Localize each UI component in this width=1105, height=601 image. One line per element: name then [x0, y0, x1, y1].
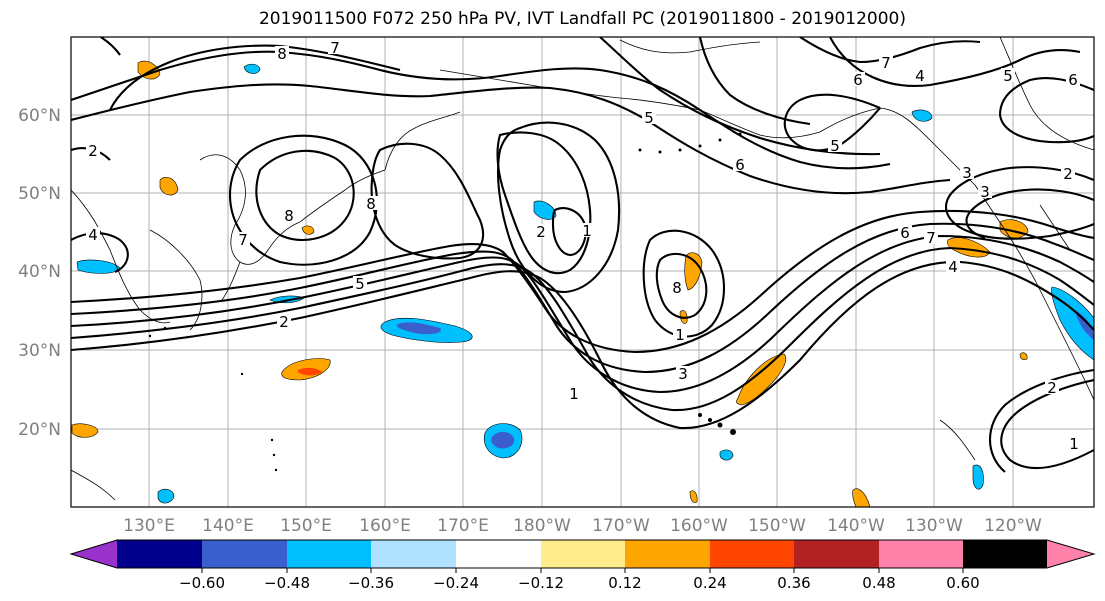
map-frame — [70, 36, 1095, 508]
lon-label: 170°E — [437, 516, 489, 536]
map-title: 2019011500 F072 250 hPa PV, IVT Landfall… — [258, 9, 906, 29]
pv-anomaly-fills — [71, 60, 1094, 507]
lon-label: 150°W — [748, 516, 806, 536]
contour-label: 6 — [900, 224, 910, 242]
contour-label: 5 — [1003, 67, 1013, 85]
colorbar-tick-label: 0.48 — [862, 574, 895, 592]
colorbar-tick-label: 0.12 — [608, 574, 641, 592]
contour-labels: 8 7 7 6 6 5 5 8 8 7 4 5 2 2 1 2 1 8 3 1 … — [86, 39, 1081, 453]
contour-label: 5 — [644, 109, 654, 127]
contour-label: 8 — [277, 45, 287, 63]
lon-label: 170°W — [592, 516, 650, 536]
lon-label: 160°E — [359, 516, 411, 536]
colorbar-tick-label: 0.24 — [693, 574, 726, 592]
contour-label: 1 — [582, 222, 592, 240]
colorbar-segment — [625, 540, 710, 568]
colorbar-segment — [117, 540, 202, 568]
contour-label: 3 — [980, 183, 990, 201]
colorbar-tick-label: −0.36 — [348, 574, 394, 592]
contour-label: 1 — [569, 385, 579, 403]
colorbar-tick-label: −0.60 — [179, 574, 225, 592]
colorbar-tick-label: −0.24 — [433, 574, 479, 592]
contour-label: 2 — [1063, 165, 1073, 183]
longitude-labels: 130°E 140°E 150°E 160°E 170°E 180°W 170°… — [123, 516, 1042, 536]
contour-label: 4 — [948, 258, 958, 276]
contour-label: 2 — [279, 313, 289, 331]
contour-label: 8 — [284, 207, 294, 225]
lat-label: 30°N — [18, 341, 61, 361]
contour-label: 8 — [366, 195, 376, 213]
contour-label: 1 — [1069, 435, 1079, 453]
colorbar-tick-label: −0.12 — [518, 574, 564, 592]
lon-label: 130°W — [905, 516, 963, 536]
lat-label: 20°N — [18, 420, 61, 440]
lon-gridlines — [148, 37, 1014, 507]
pv-patch-subtropical-high — [736, 353, 787, 406]
contour-label: 2 — [536, 223, 546, 241]
lon-label: 140°W — [827, 516, 885, 536]
lon-label: 180°W — [513, 516, 571, 536]
colorbar-tick-label: 0.36 — [777, 574, 810, 592]
contour-label: 5 — [355, 275, 365, 293]
colorbar-segment — [287, 540, 371, 568]
contour-label: 7 — [926, 229, 936, 247]
latitude-labels: 60°N 50°N 40°N 30°N 20°N — [18, 106, 61, 440]
lon-label: 150°E — [280, 516, 332, 536]
contour-label: 6 — [853, 71, 863, 89]
lat-label: 50°N — [18, 184, 61, 204]
coastlines — [71, 37, 1094, 501]
contour-label: 2 — [1047, 379, 1057, 397]
colorbar-extend-high — [1047, 540, 1094, 568]
colorbar-segment — [963, 540, 1047, 568]
contour-label: 2 — [88, 142, 98, 160]
lon-label: 140°E — [202, 516, 254, 536]
colorbar-segment — [371, 540, 456, 568]
contour-label: 7 — [238, 231, 248, 249]
contour-label: 5 — [830, 137, 840, 155]
colorbar-outline — [69, 539, 1096, 569]
contour-label: 7 — [881, 54, 891, 72]
colorbar: −0.60 −0.48 −0.36 −0.24 −0.12 0.12 0.24 … — [69, 539, 1096, 592]
lat-label: 40°N — [18, 262, 61, 282]
colorbar-segment — [879, 540, 963, 568]
colorbar-segment — [710, 540, 794, 568]
contour-label: 3 — [678, 365, 688, 383]
lon-label: 130°E — [123, 516, 175, 536]
colorbar-tick-label: −0.48 — [264, 574, 310, 592]
colorbar-ticks — [201, 568, 964, 573]
lon-label: 120°W — [984, 516, 1042, 536]
colorbar-tick-label: 0.60 — [946, 574, 979, 592]
contour-label: 3 — [962, 164, 972, 182]
colorbar-segment — [794, 540, 879, 568]
pv-patch-westcoast-low — [1051, 286, 1094, 361]
colorbar-extend-low — [71, 540, 117, 568]
contour-label: 4 — [88, 226, 98, 244]
colorbar-segment — [456, 540, 541, 568]
pv-patch-baja-low — [972, 464, 984, 490]
colorbar-tick-labels: −0.60 −0.48 −0.36 −0.24 −0.12 0.12 0.24 … — [179, 574, 980, 592]
lat-gridlines — [71, 114, 1094, 430]
colorbar-segment — [541, 540, 625, 568]
contour-label: 1 — [675, 326, 685, 344]
lat-label: 60°N — [18, 106, 61, 126]
contour-label: 4 — [915, 67, 925, 85]
contour-label: 7 — [330, 39, 340, 57]
lon-label: 160°W — [670, 516, 728, 536]
colorbar-segment — [202, 540, 287, 568]
pv-patch-dateline-low — [533, 200, 557, 220]
contour-label: 6 — [1068, 71, 1078, 89]
contour-label: 6 — [735, 156, 745, 174]
island-chains — [148, 132, 742, 472]
pv-contours — [71, 37, 1094, 473]
contour-label: 8 — [672, 279, 682, 297]
